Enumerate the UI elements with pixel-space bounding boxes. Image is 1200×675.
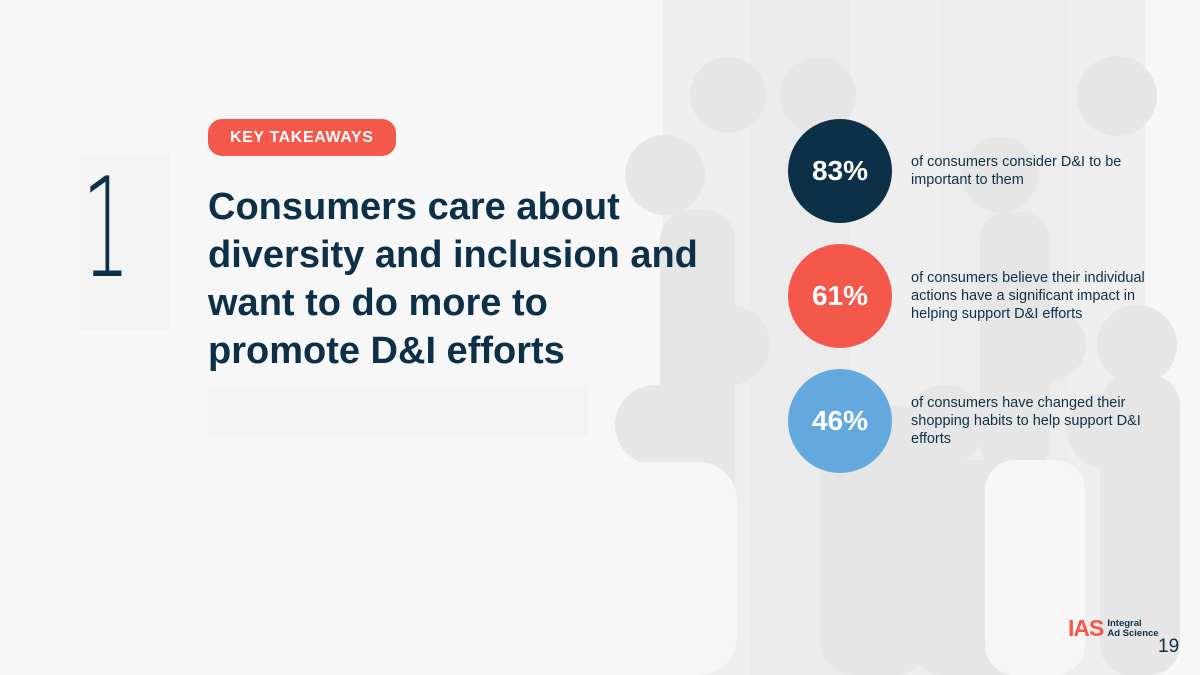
ias-logo-line-1: Integral [1107, 617, 1142, 629]
section-number: 1 [82, 148, 131, 309]
stat-circle-61: 61% [788, 244, 892, 348]
stat-description: of consumers believe their individual ac… [911, 270, 1145, 322]
stat-value: 61% [811, 280, 869, 311]
stat-circle-83: 83% [788, 119, 892, 223]
ias-logo-wordmark: Integral Ad Science [1107, 617, 1159, 639]
background-panel-left [80, 155, 170, 330]
key-takeaways-badge: KEY TAKEAWAYS [208, 119, 396, 156]
background-panel-center [208, 385, 588, 435]
stat-circle-46: 46% [788, 369, 892, 473]
stat-item-46: 46% of consumers have changed their shop… [788, 369, 1168, 473]
stat-description: of consumers consider D&I to be importan… [911, 154, 1122, 188]
stat-value: 46% [811, 405, 869, 436]
page-number: 19 [1158, 636, 1180, 657]
slide-headline: Consumers care about diversity and inclu… [208, 186, 698, 372]
stat-value: 83% [811, 155, 869, 186]
ias-logo: IAS Integral Ad Science [1068, 615, 1159, 642]
ias-logo-mark: IAS [1068, 615, 1104, 641]
stat-item-61: 61% of consumers believe their individua… [788, 244, 1168, 348]
ias-logo-line-2: Ad Science [1107, 627, 1159, 639]
stat-description: of consumers have changed their shopping… [911, 395, 1141, 447]
stat-item-83: 83% of consumers consider D&I to be impo… [788, 119, 1168, 223]
